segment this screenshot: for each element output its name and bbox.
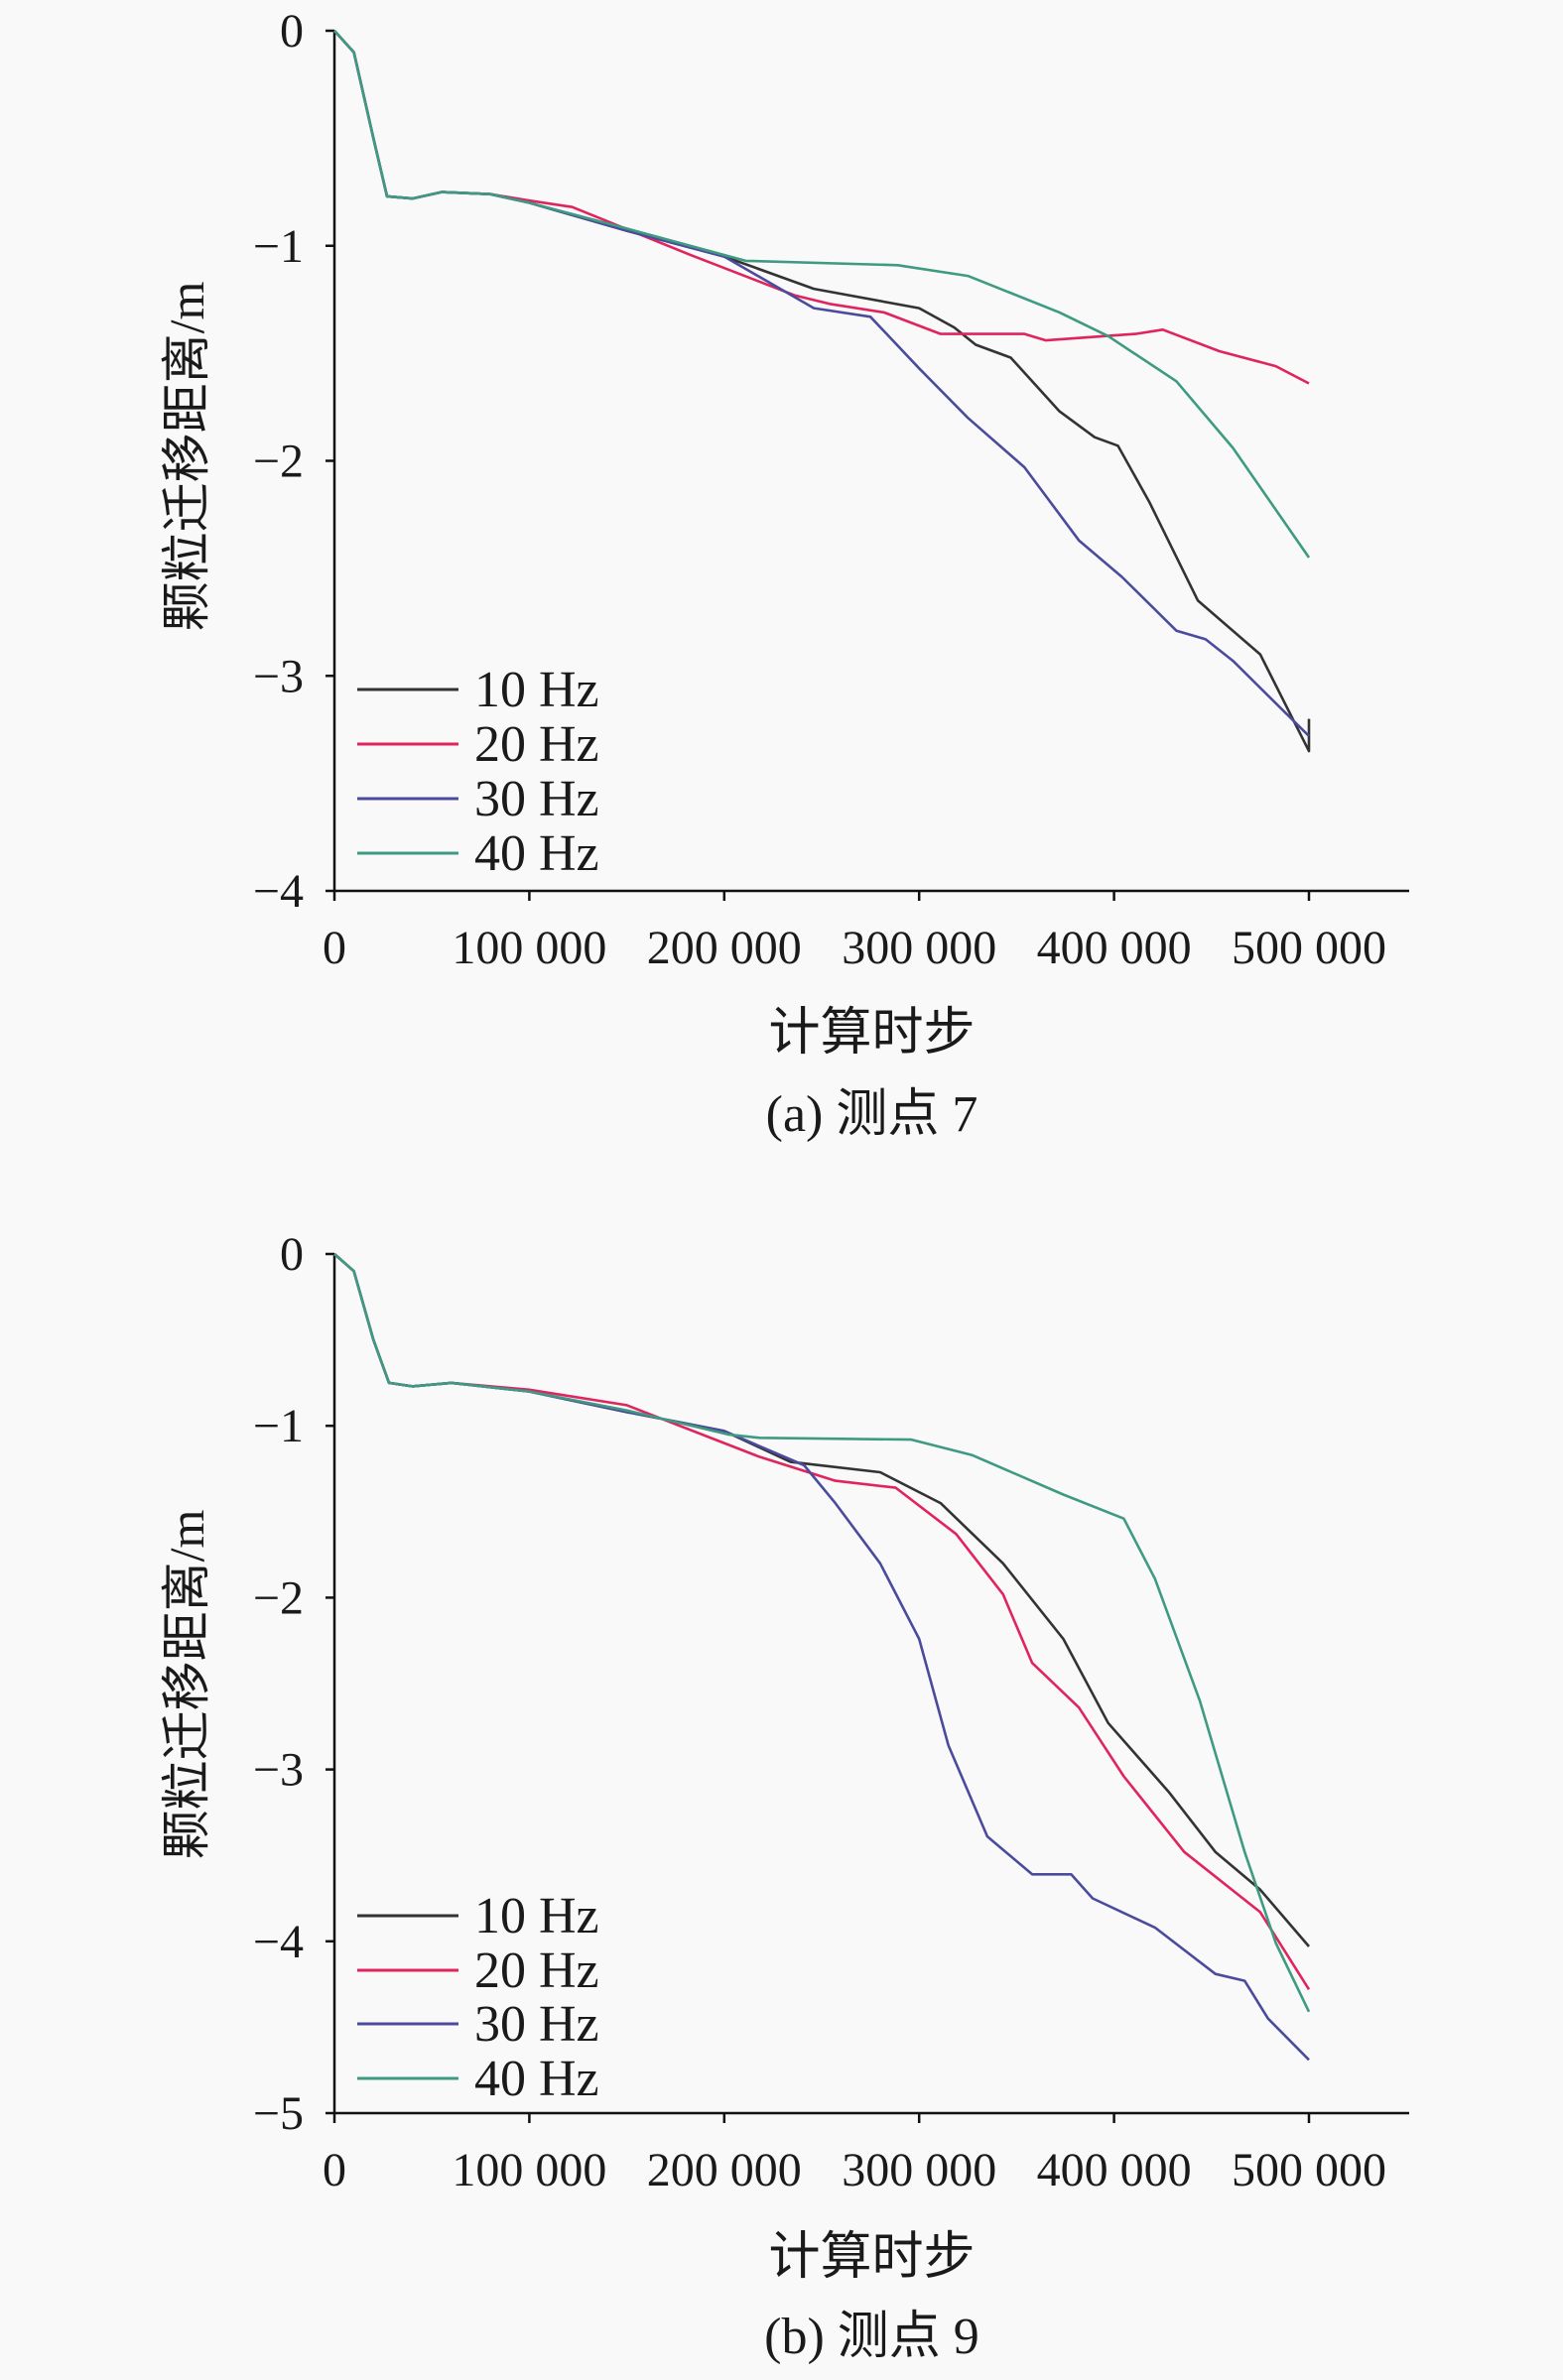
legend-label: 20 Hz — [474, 1942, 599, 1999]
legend-label: 10 Hz — [474, 662, 599, 718]
series-line-20hz — [333, 1253, 1311, 1990]
x-tick-label: 200 000 — [647, 922, 802, 974]
x-axis-label: 计算时步 — [768, 1005, 975, 1062]
x-tick-label: 0 — [323, 2144, 346, 2196]
x-tick-label: 0 — [323, 922, 346, 974]
series-line-20hz — [333, 30, 1310, 385]
chart-panel-a: 0 −1 −2 −3 −4 0 100 000 200 000 300 000 400 000 50… — [159, 5, 1409, 1143]
x-tick-label: 400 000 — [1037, 2144, 1192, 2196]
y-tick-label: −4 — [253, 1916, 304, 1968]
y-tick-label: −3 — [253, 1744, 304, 1797]
y-tick-label: −5 — [253, 2087, 304, 2140]
y-tick-label: −4 — [253, 865, 304, 918]
series-line-30hz — [333, 30, 1310, 737]
y-tick-label: −2 — [253, 1571, 304, 1624]
y-tick-label: 0 — [280, 1228, 304, 1281]
x-tick-label: 100 000 — [452, 2144, 606, 2196]
series-line-40hz — [333, 1253, 1311, 2013]
x-tick-label: 500 000 — [1232, 922, 1386, 974]
y-axis-label: 颗粒迁移距离/m — [159, 282, 214, 632]
y-tick-label: −1 — [253, 220, 304, 273]
chart-caption: (b) 测点 9 — [764, 2309, 979, 2365]
y-tick-label: −3 — [253, 650, 304, 702]
x-axis-label: 计算时步 — [768, 2229, 975, 2286]
x-tick-label: 200 000 — [647, 2144, 802, 2196]
legend-label: 30 Hz — [474, 1996, 599, 2053]
y-tick-label: 0 — [280, 5, 304, 58]
legend-label: 30 Hz — [474, 771, 599, 827]
y-axis-label: 颗粒迁移距离/m — [159, 1510, 214, 1860]
x-tick-label: 300 000 — [842, 2144, 996, 2196]
x-tick-label: 300 000 — [842, 922, 996, 974]
chart-panel-b: 0 −1 −2 −3 −4 −5 0 100 000 200 000 300 000 400 000… — [159, 1228, 1409, 2365]
chart-caption: (a) 测点 7 — [766, 1086, 978, 1143]
legend-label: 10 Hz — [474, 1888, 599, 1944]
series-line-40hz — [333, 30, 1311, 559]
legend-label: 20 Hz — [474, 716, 599, 773]
legend-label: 40 Hz — [474, 2051, 599, 2107]
x-tick-label: 500 000 — [1232, 2144, 1386, 2196]
series-line-10hz — [333, 30, 1311, 753]
legend-label: 40 Hz — [474, 825, 599, 882]
x-tick-label: 400 000 — [1037, 922, 1192, 974]
x-tick-label: 100 000 — [452, 922, 606, 974]
y-tick-label: −2 — [253, 436, 304, 488]
y-tick-label: −1 — [253, 1400, 304, 1452]
